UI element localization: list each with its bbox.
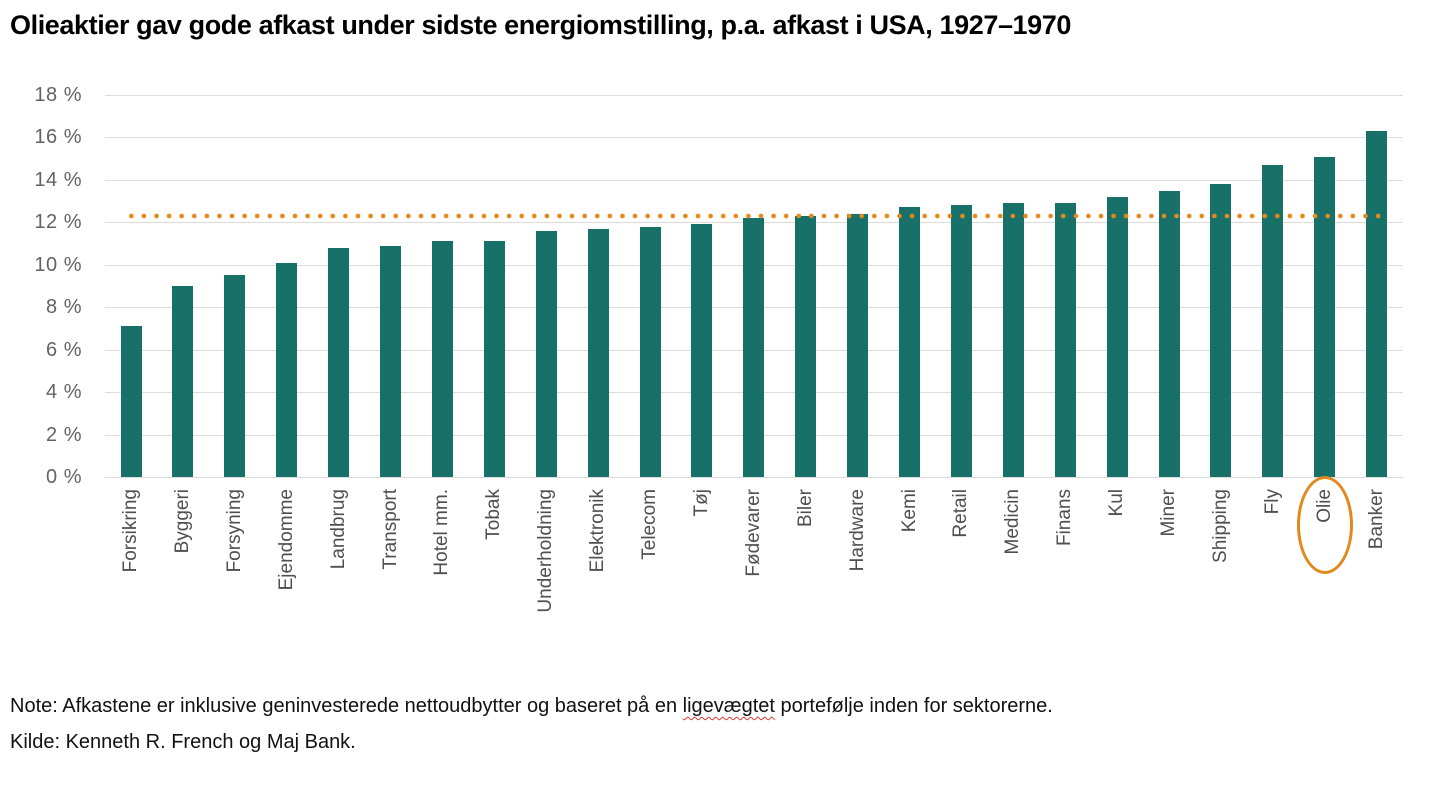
average-reference-dotted-line <box>125 212 1388 219</box>
x-tick-label-underholdning: Underholdning <box>535 489 557 613</box>
olie-highlight-ellipse <box>1296 476 1353 574</box>
bar-landbrug <box>328 247 350 477</box>
bar-forsikring <box>120 326 142 477</box>
x-tick-label-kemi: Kemi <box>898 489 920 533</box>
bar-telecom <box>639 226 661 477</box>
bar-shipping <box>1210 184 1232 477</box>
y-tick-label: 16 % <box>34 126 82 149</box>
x-tick-label-finans: Finans <box>1054 489 1076 547</box>
x-tick-label-t-j: Tøj <box>690 489 712 517</box>
x-tick-label-tobak: Tobak <box>483 489 505 540</box>
bar-hotel-mm- <box>431 241 453 477</box>
chart-title: Olieaktier gav gode afkast under sidste … <box>10 10 1072 40</box>
bar-byggeri <box>172 286 194 477</box>
bar-t-j <box>691 224 713 477</box>
x-tick-label-elektronik: Elektronik <box>587 489 609 573</box>
bar-retail <box>950 205 972 477</box>
x-tick-label-hotel-mm-: Hotel mm. <box>431 489 453 576</box>
x-tick-label-shipping: Shipping <box>1209 489 1231 563</box>
x-tick-label-telecom: Telecom <box>639 489 660 560</box>
y-tick-label: 4 % <box>46 381 82 404</box>
bar-underholdning <box>535 230 557 477</box>
misspelled-word: ligevægtet <box>682 695 775 717</box>
x-tick-label-kul: Kul <box>1106 489 1128 517</box>
gridline <box>105 137 1403 139</box>
x-tick-label-hardware: Hardware <box>846 489 868 572</box>
bar-hardware <box>847 213 869 477</box>
x-tick-label-byggeri: Byggeri <box>171 489 193 554</box>
x-tick-label-ejendomme: Ejendomme <box>275 489 297 591</box>
x-tick-label-miner: Miner <box>1158 489 1179 537</box>
x-tick-label-biler: Biler <box>794 489 816 528</box>
source-text: Kilde: Kenneth R. French og Maj Bank. <box>10 731 356 753</box>
y-tick-label: 6 % <box>46 338 82 361</box>
bar-biler <box>795 215 817 477</box>
gridline <box>105 477 1403 478</box>
x-tick-label-banker: Banker <box>1365 489 1387 550</box>
bar-miner <box>1158 190 1180 477</box>
bar-ejendomme <box>276 262 298 477</box>
y-tick-label: 14 % <box>34 168 82 191</box>
x-tick-label-forsyning: Forsyning <box>223 489 245 573</box>
plot-area <box>105 95 1403 478</box>
note-prefix: Note: Afkastene er inklusive geninvester… <box>10 695 683 717</box>
bar-kul <box>1106 196 1128 477</box>
bar-transport <box>380 245 401 477</box>
x-tick-label-f-devarer: Fødevarer <box>742 489 764 577</box>
bar-banker <box>1366 131 1388 477</box>
gridline <box>105 179 1403 181</box>
note-text: Note: Afkastene er inklusive geninvester… <box>10 695 1053 718</box>
x-tick-label-landbrug: Landbrug <box>327 489 349 570</box>
note-suffix: portefølje inden for sektorerne. <box>774 695 1053 717</box>
x-tick-label-retail: Retail <box>950 489 972 538</box>
bar-kemi <box>899 207 920 477</box>
y-tick-label: 0 % <box>46 466 82 488</box>
x-tick-label-medicin: Medicin <box>1002 489 1024 555</box>
y-tick-label: 2 % <box>46 423 82 446</box>
gridline <box>105 95 1403 96</box>
y-tick-label: 8 % <box>46 296 82 319</box>
x-tick-label-fly: Fly <box>1261 489 1283 515</box>
y-tick-label: 18 % <box>34 84 82 106</box>
bar-olie <box>1314 156 1336 477</box>
bar-forsyning <box>224 275 246 477</box>
bar-fly <box>1262 165 1284 477</box>
bar-medicin <box>1002 203 1024 477</box>
y-tick-label: 10 % <box>34 253 82 276</box>
bar-tobak <box>483 241 505 477</box>
bar-finans <box>1054 203 1076 477</box>
y-tick-label: 12 % <box>34 211 82 234</box>
x-tick-label-forsikring: Forsikring <box>120 489 141 573</box>
bar-chart: 18 % 16 % 14 % 12 % 10 % 8 % 6 % 4 % 2 % 0 % Fors… <box>34 84 1403 613</box>
x-tick-label-transport: Transport <box>379 489 401 570</box>
bar-f-devarer <box>743 218 765 477</box>
bar-elektronik <box>587 228 609 477</box>
